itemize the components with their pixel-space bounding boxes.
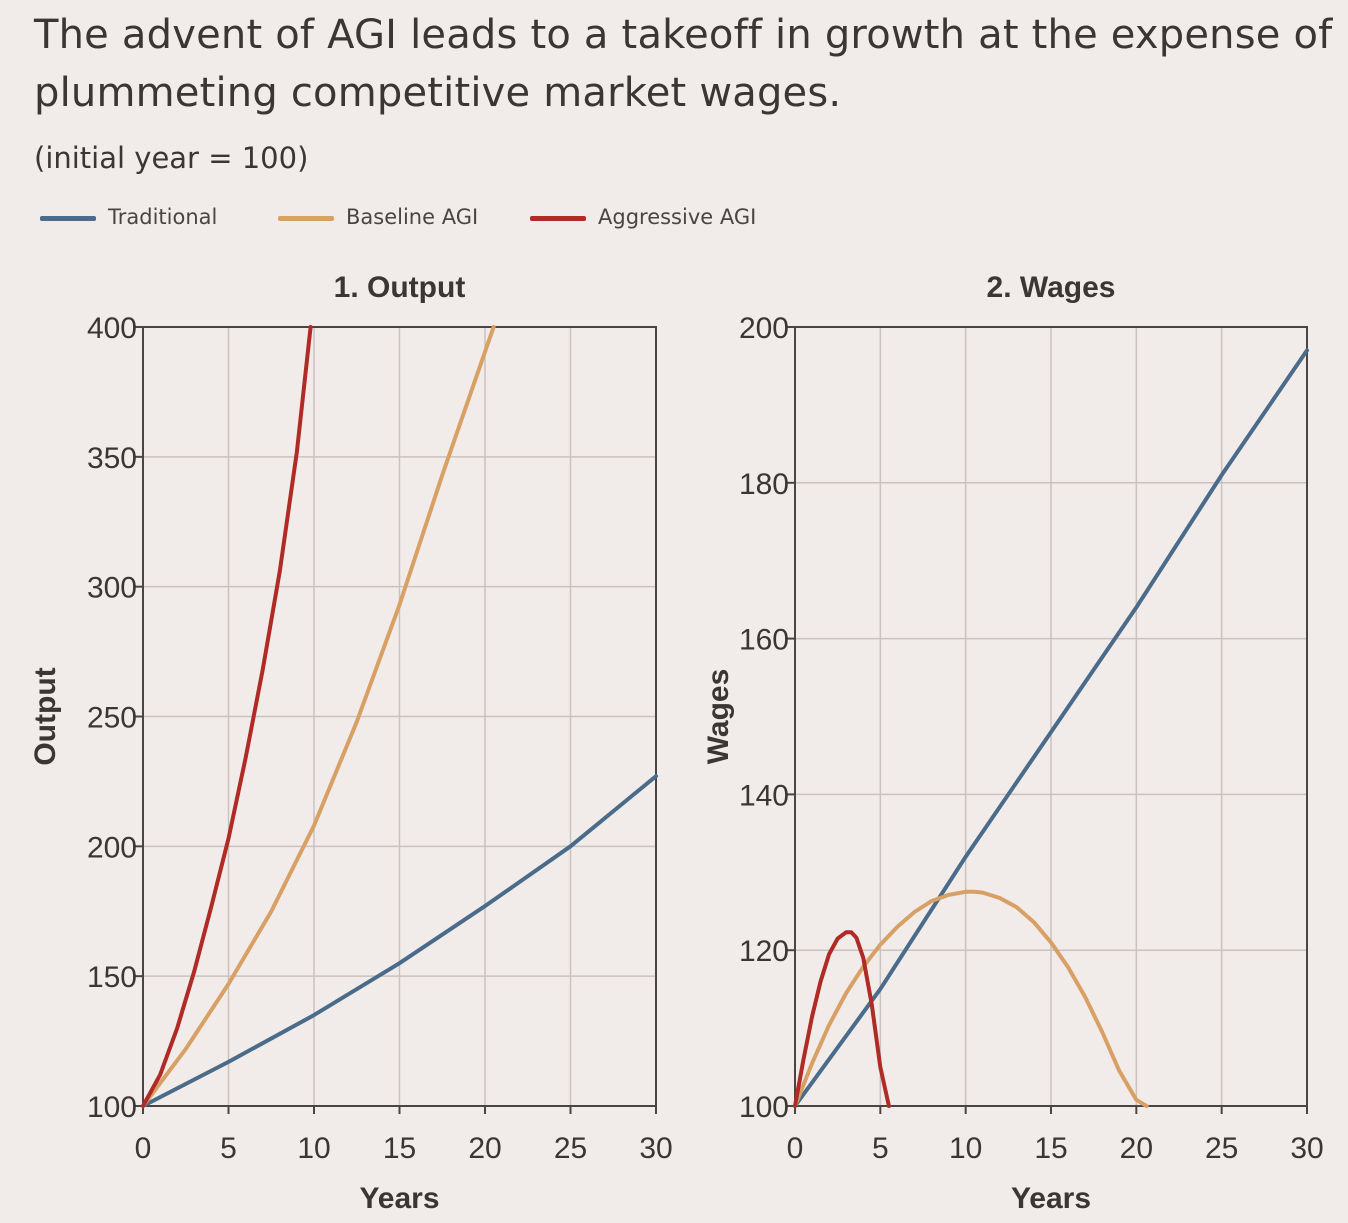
wages-x-tick-label-1: 5 — [872, 1132, 889, 1165]
wages-x-tick-label-2: 10 — [949, 1132, 982, 1165]
wages-series-traditional-line — [793, 348, 1309, 1108]
wages-x-tick-label-0: 0 — [787, 1132, 804, 1165]
wages-y-tick-label-3: 160 — [739, 624, 789, 657]
output-y-axis-title: Output — [29, 667, 62, 765]
wages-y-tick-label-1: 120 — [739, 935, 789, 968]
output-y-tick-label-1: 150 — [87, 961, 137, 994]
wages-x-tick-label-5: 25 — [1205, 1132, 1238, 1165]
output-y-tick-label-4: 300 — [87, 572, 137, 605]
legend-label-aggressive-agi: Aggressive AGI — [598, 205, 757, 229]
output-series-aggressive-agi-line — [141, 325, 313, 1108]
output-x-tick-label-0: 0 — [135, 1132, 152, 1165]
output-y-tick-label-3: 250 — [87, 702, 137, 735]
legend-swatch-aggressive-agi — [530, 216, 586, 221]
wages-series-aggressive-agi-line — [793, 930, 891, 1108]
wages-y-tick-label-5: 200 — [739, 312, 789, 345]
wages-x-tick-label-4: 20 — [1120, 1132, 1153, 1165]
output-y-tick-label-0: 100 — [87, 1091, 137, 1124]
wages-y-tick-label-0: 100 — [739, 1091, 789, 1124]
legend-label-baseline-agi: Baseline AGI — [346, 205, 479, 229]
output-x-tick-label-2: 10 — [297, 1132, 330, 1165]
chart-title: The advent of AGI leads to a takeoff in … — [34, 12, 1333, 116]
wages-panel-title: 2. Wages — [987, 271, 1116, 304]
output-x-axis-title: Years — [359, 1182, 439, 1215]
output-y-tick-label-2: 200 — [87, 831, 137, 864]
legend-swatch-baseline-agi — [278, 216, 334, 221]
output-x-tick-label-6: 30 — [639, 1132, 672, 1165]
output-y-tick-label-5: 350 — [87, 442, 137, 475]
wages-x-tick-label-3: 15 — [1034, 1132, 1067, 1165]
wages-y-tick-label-2: 140 — [739, 779, 789, 812]
wages-y-axis-title: Wages — [702, 669, 735, 765]
output-y-tick-label-6: 400 — [87, 312, 137, 345]
output-x-tick-label-4: 20 — [468, 1132, 501, 1165]
wages-y-tick-label-4: 180 — [739, 468, 789, 501]
output-series-baseline-agi-line — [141, 325, 496, 1108]
output-series-traditional-line — [141, 774, 658, 1108]
output-x-tick-label-1: 5 — [220, 1132, 237, 1165]
output-x-tick-label-3: 15 — [383, 1132, 416, 1165]
legend-swatch-traditional — [40, 216, 96, 221]
wages-x-axis-title: Years — [1011, 1182, 1091, 1215]
wages-x-tick-label-6: 30 — [1290, 1132, 1323, 1165]
wages-series-baseline-agi-line — [793, 889, 1149, 1108]
chart-subtitle: (initial year = 100) — [34, 141, 309, 175]
output-panel-title: 1. Output — [334, 271, 466, 304]
legend-label-traditional: Traditional — [108, 205, 218, 229]
output-x-tick-label-5: 25 — [554, 1132, 587, 1165]
